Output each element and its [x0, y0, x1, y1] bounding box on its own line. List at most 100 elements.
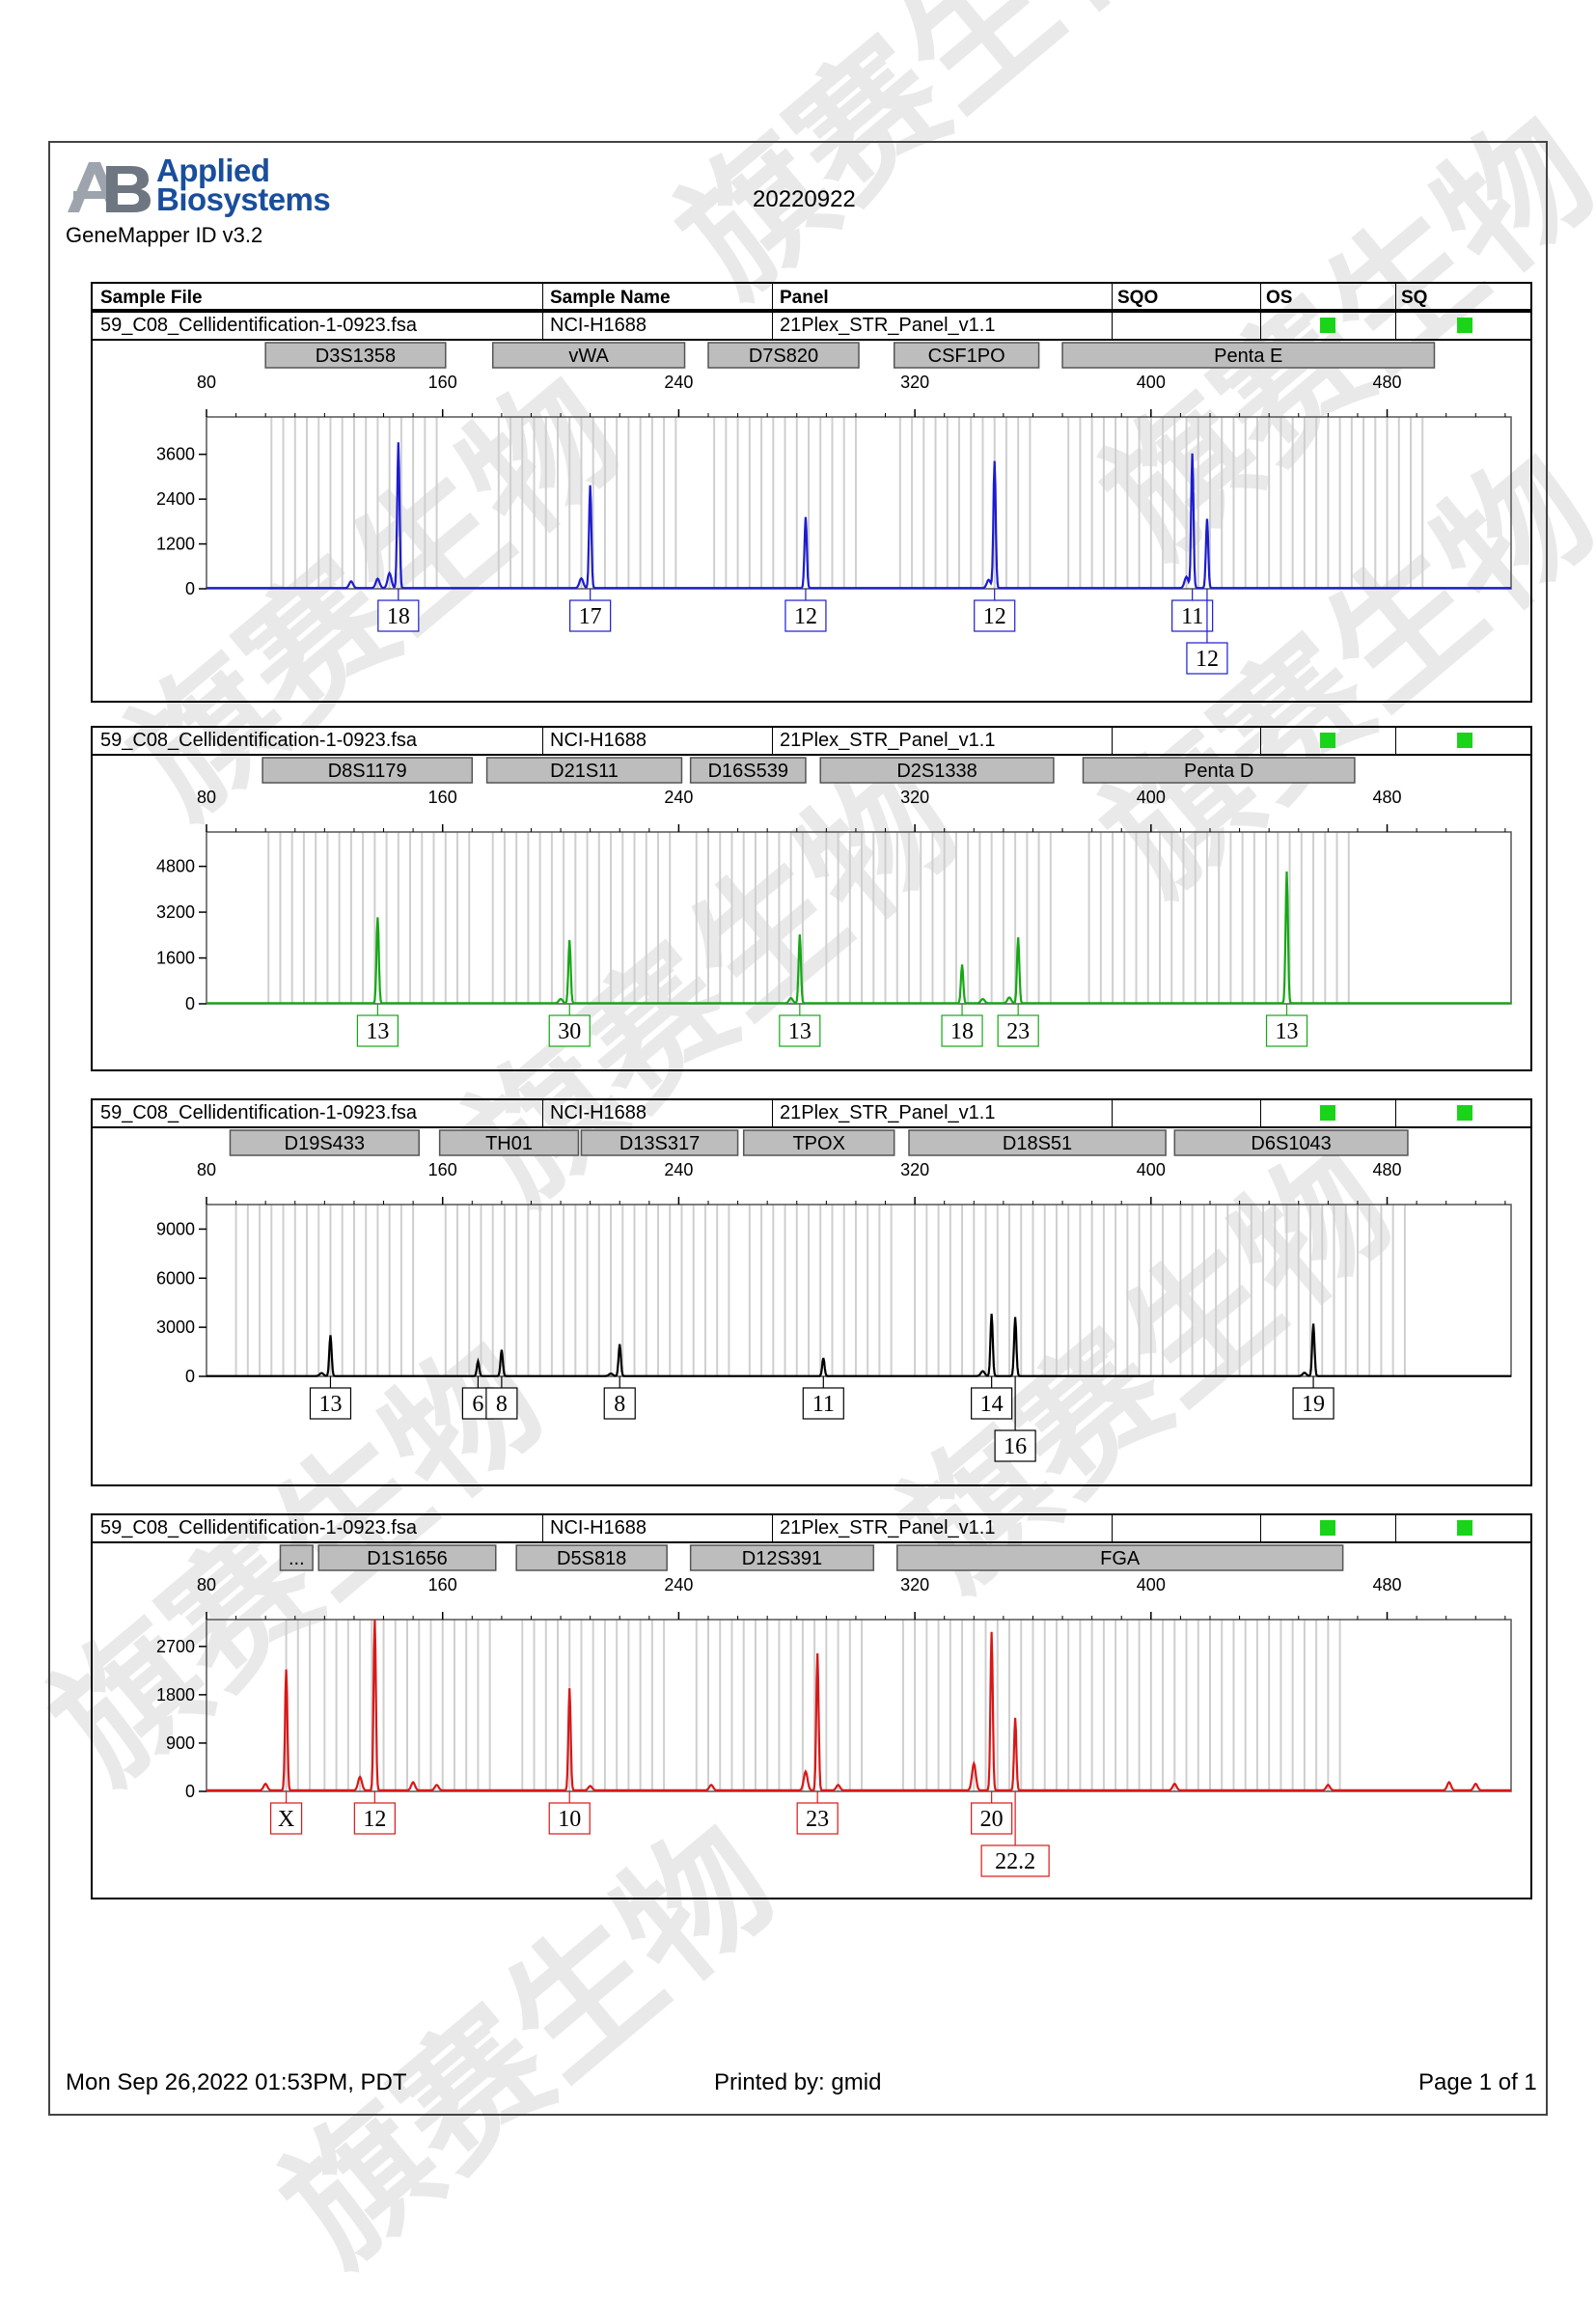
- allele-label: 12: [983, 604, 1006, 629]
- y-tick-label: 2400: [156, 489, 195, 509]
- locus-marker[interactable]: D6S1043: [1173, 1129, 1409, 1156]
- locus-marker[interactable]: FGA: [896, 1544, 1344, 1571]
- locus-marker[interactable]: ...: [279, 1544, 314, 1571]
- allele-call[interactable]: 8: [485, 1376, 518, 1420]
- allele-label: 12: [363, 1807, 386, 1832]
- trace-line-red: [206, 1619, 1511, 1791]
- allele-label: 8: [614, 1392, 625, 1417]
- locus-label: D7S820: [749, 346, 818, 367]
- allele-label: X: [278, 1807, 294, 1832]
- brand-name: Applied Biosystems: [156, 152, 331, 215]
- allele-call[interactable]: 12: [784, 589, 827, 632]
- x-tick-label: 240: [664, 1575, 693, 1594]
- allele-label: 14: [980, 1392, 1004, 1417]
- allele-call[interactable]: 23: [796, 1791, 839, 1835]
- allele-call[interactable]: 17: [569, 589, 612, 632]
- y-tick-label: 3000: [156, 1317, 195, 1337]
- allele-call[interactable]: 11: [1171, 589, 1214, 632]
- col-sq: SQ: [1401, 288, 1428, 308]
- y-tick-label: 3200: [156, 902, 195, 922]
- trace-line-green: [206, 871, 1511, 1005]
- allele-call[interactable]: 19: [1292, 1376, 1335, 1420]
- locus-marker[interactable]: D16S539: [689, 757, 807, 784]
- electropherogram-black: D19S433 TH01 D13S317 TPOX D18S51 D6S1043 8 0 160…: [156, 1129, 1512, 1462]
- allele-call[interactable]: 18: [941, 1004, 983, 1047]
- allele-call[interactable]: 13: [356, 1004, 399, 1047]
- allele-bins: [234, 1205, 1406, 1376]
- allele-call[interactable]: 30: [548, 1004, 591, 1047]
- allele-bins: [267, 832, 1350, 1004]
- allele-call[interactable]: 14: [971, 1376, 1013, 1420]
- x-tick-label: 160: [428, 1160, 457, 1179]
- allele-label: 6: [472, 1392, 483, 1417]
- locus-marker[interactable]: D7S820: [707, 342, 860, 369]
- y-tick-label: 3600: [156, 445, 195, 464]
- locus-marker[interactable]: D8S1179: [261, 757, 474, 784]
- allele-call[interactable]: 10: [548, 1791, 591, 1835]
- allele-call[interactable]: 13: [309, 1376, 352, 1420]
- locus-label: D1S1656: [367, 1548, 447, 1569]
- sq-quality-indicator: [1457, 733, 1472, 748]
- panel-name: 21Plex_STR_Panel_v1.1: [780, 1102, 996, 1123]
- sample-name: NCI-H1688: [550, 730, 647, 751]
- allele-call[interactable]: 11: [802, 1376, 844, 1420]
- allele-call[interactable]: 8: [603, 1376, 636, 1420]
- locus-marker[interactable]: D3S1358: [264, 342, 447, 369]
- x-tick-label: 320: [900, 373, 929, 392]
- y-tick-label: 6000: [156, 1268, 195, 1288]
- column-header: Sample File Sample Name Panel SQO OS SQ: [91, 282, 1532, 311]
- sample-name: NCI-H1688: [550, 1102, 647, 1123]
- col-sample-file: Sample File: [100, 288, 203, 308]
- locus-marker[interactable]: CSF1PO: [893, 342, 1040, 369]
- x-tick-label: 400: [1137, 788, 1166, 807]
- locus-marker[interactable]: D1S1656: [317, 1544, 497, 1571]
- locus-label: D5S818: [557, 1548, 626, 1569]
- electropherogram-blue: D3S1358 vWA D7S820 CSF1PO Penta E 80 160 240 320…: [156, 342, 1512, 675]
- y-tick-label: 0: [185, 1367, 195, 1386]
- os-quality-indicator: [1320, 733, 1335, 748]
- allele-call[interactable]: 13: [1265, 1004, 1308, 1047]
- electropherogram-red: ... D1S1656 D5S818 D12S391 FGA 80 160 240 320 400…: [156, 1544, 1512, 1877]
- y-tick-label: 1800: [156, 1685, 195, 1705]
- allele-call[interactable]: 22.2: [980, 1791, 1050, 1877]
- locus-marker[interactable]: TH01: [438, 1129, 580, 1156]
- allele-call[interactable]: 16: [994, 1376, 1036, 1462]
- electropherogram-panel-black: 59_C08_Cellidentification-1-0923.fsa NCI-…: [91, 1098, 1532, 1486]
- allele-label: 18: [950, 1019, 974, 1044]
- allele-call[interactable]: X: [269, 1791, 303, 1835]
- x-tick-label: 160: [428, 373, 457, 392]
- allele-call[interactable]: 18: [377, 589, 420, 632]
- electropherogram-panel-red: 59_C08_Cellidentification-1-0923.fsa NCI-…: [91, 1513, 1532, 1899]
- allele-call[interactable]: 23: [997, 1004, 1039, 1047]
- locus-marker[interactable]: D2S1338: [819, 757, 1055, 784]
- allele-call[interactable]: 12: [974, 589, 1016, 632]
- locus-label: ...: [289, 1548, 305, 1569]
- allele-bins: [270, 417, 1424, 589]
- locus-marker[interactable]: Penta D: [1082, 757, 1356, 784]
- locus-marker[interactable]: D13S317: [580, 1129, 739, 1156]
- allele-call[interactable]: 12: [1186, 589, 1228, 675]
- allele-label: 13: [1276, 1019, 1299, 1044]
- x-tick-label: 480: [1373, 1160, 1402, 1179]
- allele-label: 11: [812, 1392, 835, 1417]
- y-tick-label: 1600: [156, 949, 195, 968]
- locus-marker[interactable]: D12S391: [689, 1544, 875, 1571]
- brand-line1: Applied: [156, 152, 270, 188]
- locus-marker[interactable]: D21S11: [485, 757, 683, 784]
- locus-label: FGA: [1100, 1548, 1141, 1569]
- locus-marker[interactable]: vWA: [491, 342, 686, 369]
- locus-marker[interactable]: Penta E: [1061, 342, 1436, 369]
- electropherogram-green: D8S1179 D21S11 D16S539 D2S1338 Penta D 80 160 2…: [156, 757, 1512, 1047]
- locus-marker[interactable]: D18S51: [908, 1129, 1167, 1156]
- locus-label: D21S11: [550, 761, 619, 782]
- allele-call[interactable]: 20: [971, 1791, 1013, 1835]
- locus-label: D19S433: [285, 1133, 365, 1154]
- locus-marker[interactable]: D5S818: [515, 1544, 668, 1571]
- allele-call[interactable]: 12: [353, 1791, 396, 1835]
- locus-marker[interactable]: D19S433: [229, 1129, 420, 1156]
- locus-marker[interactable]: TPOX: [742, 1129, 895, 1156]
- allele-bins: [285, 1620, 1341, 1791]
- allele-label: 16: [1004, 1434, 1027, 1459]
- locus-label: D18S51: [1003, 1133, 1072, 1154]
- allele-call[interactable]: 13: [779, 1004, 821, 1047]
